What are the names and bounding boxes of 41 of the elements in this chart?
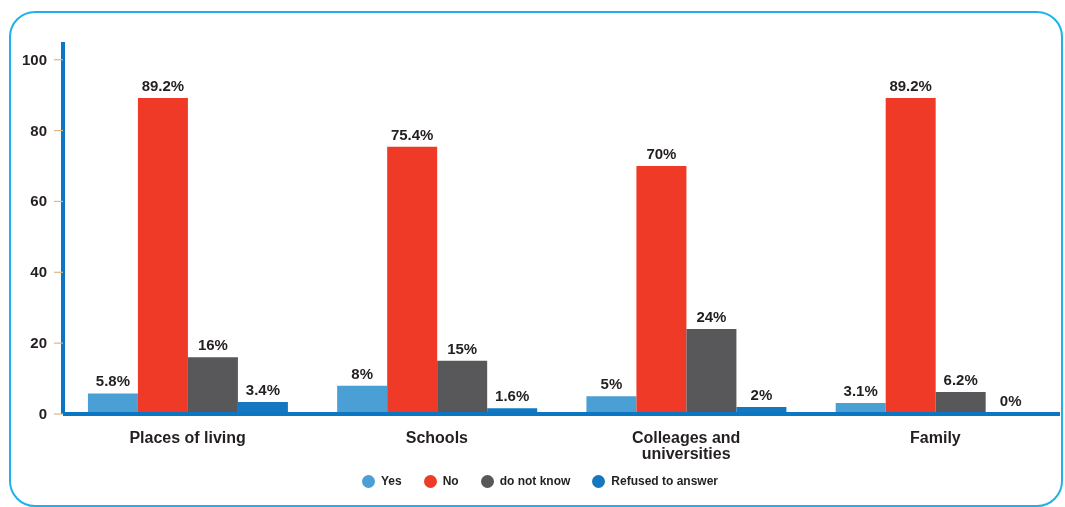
data-label: 70% [646,145,677,162]
bar [686,328,737,414]
x-tick-label: Places of living [129,429,246,447]
bar [137,97,188,414]
data-label: 15% [447,339,478,357]
bar [636,166,687,414]
legend-label: No [442,474,459,488]
data-label: 75.4% [390,125,434,143]
y-tick-label: 20 [30,334,47,352]
bar [187,357,238,414]
y-tick-label: 0 [38,405,47,422]
data-label: 8% [351,364,374,382]
x-tick-label: Family [910,429,961,447]
data-label: 0% [999,392,1022,409]
y-tick-label: 40 [30,263,47,281]
bar [87,393,138,414]
data-label: 16% [197,336,228,354]
y-tick-label: 80 [30,121,47,139]
y-tick-label: 60 [30,192,47,210]
data-label: 1.6% [495,387,530,405]
data-label: 5.8% [95,372,131,390]
data-label: 3.4% [245,380,281,398]
x-tick-label: Schools [405,429,469,447]
bar [337,385,388,414]
legend-label: Refused to answer [611,474,719,488]
data-label: 6.2% [943,371,978,389]
data-label: 3.1% [843,382,878,400]
bar [885,97,936,414]
y-tick-label: 100 [21,50,47,68]
x-tick-label: Colleages and universities [631,429,741,463]
data-label: 2% [750,385,773,403]
data-label: 89.2% [889,76,932,94]
bar [437,360,488,414]
legend-label: do not know [499,474,571,488]
bar [935,392,986,414]
data-label: 89.2% [141,76,185,94]
data-label: 5% [600,375,623,393]
legend-label: Yes [380,474,402,488]
bar [586,396,637,414]
bar [387,146,438,414]
data-label: 24% [696,307,727,325]
